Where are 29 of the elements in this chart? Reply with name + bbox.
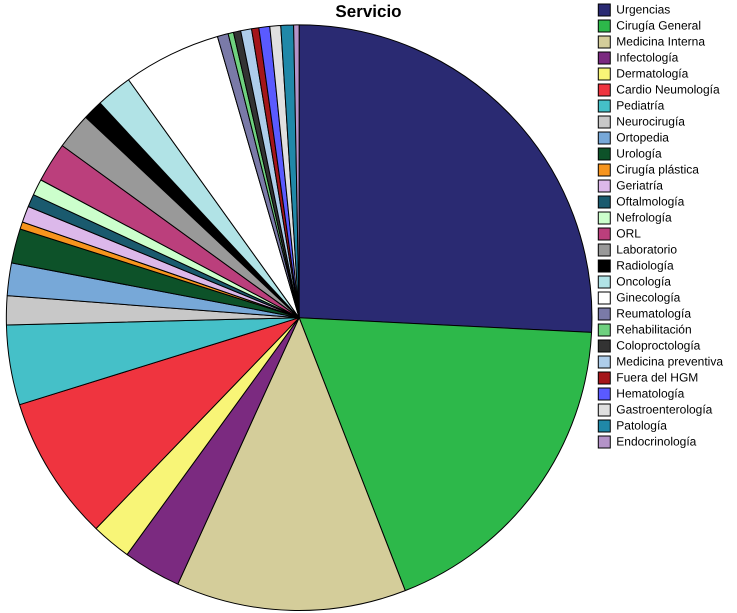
legend-label: Rehabilitación	[616, 322, 692, 336]
legend-label: Cirugía plástica	[616, 162, 700, 176]
legend-label: Reumatología	[616, 306, 692, 320]
legend-label: Oftalmología	[616, 194, 685, 208]
legend-label: Patología	[616, 418, 668, 432]
chart-title: Servicio	[335, 2, 402, 21]
legend-label: Nefrología	[616, 210, 672, 224]
legend-label: Gastroenterología	[616, 402, 713, 416]
legend-label: Hematología	[616, 386, 685, 400]
legend-label: Dermatología	[616, 66, 689, 80]
legend-label: Endocrinología	[616, 434, 697, 448]
legend-label: Infectología	[616, 50, 679, 64]
legend-label: Urología	[616, 146, 662, 160]
legend-label: ORL	[616, 226, 642, 240]
legend-label: Pediatría	[616, 98, 665, 112]
legend-label: Urgencias	[616, 2, 670, 16]
legend-label: Cirugía General	[616, 18, 701, 32]
legend-label: Neurocirugía	[616, 114, 686, 128]
legend-label: Fuera del HGM	[616, 370, 698, 384]
legend-label: Medicina Interna	[616, 34, 706, 48]
legend-label: Coloproctología	[616, 338, 701, 352]
legend-label: Radiología	[616, 258, 674, 272]
legend-label: Geriatría	[616, 178, 664, 192]
legend-label: Cardio Neumología	[616, 82, 720, 96]
legend-label: Laboratorio	[616, 242, 678, 256]
legend-label: Oncología	[616, 274, 672, 288]
legend-label: Ortopedia	[616, 130, 670, 144]
legend-label: Medicina preventiva	[616, 354, 724, 368]
legend-label: Ginecología	[616, 290, 681, 304]
